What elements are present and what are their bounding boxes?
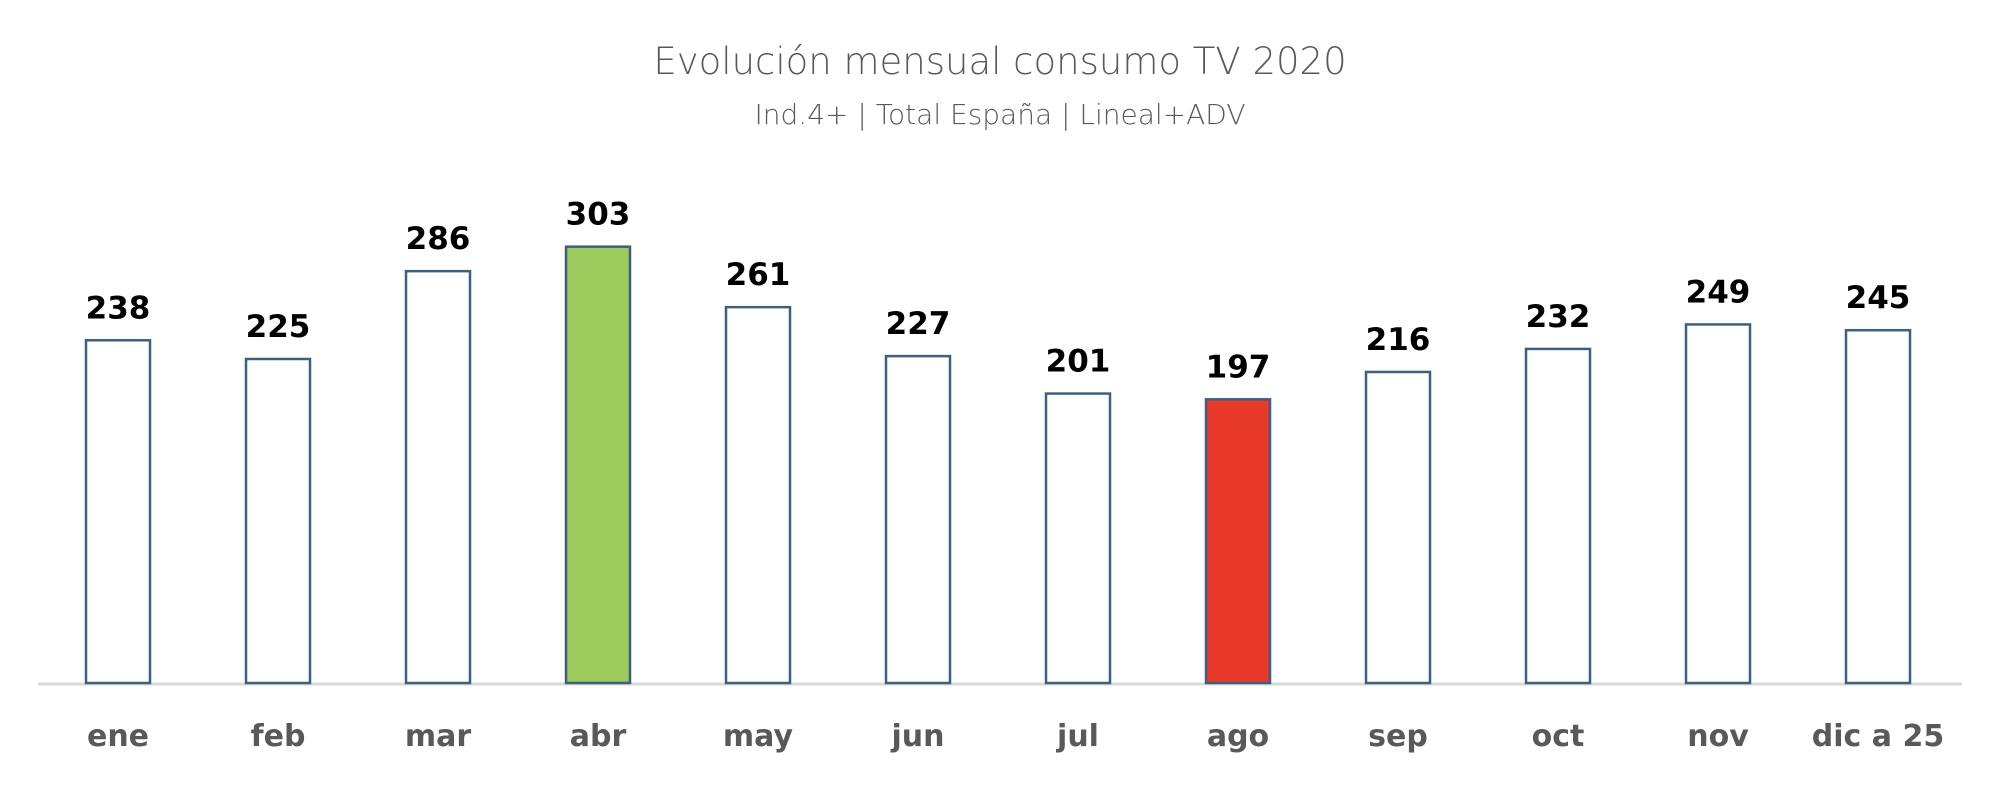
x-tick-label: feb [251,719,306,754]
chart-title: Evolución mensual consumo TV 2020 [653,40,1347,83]
bar-ene [84,339,152,685]
bar-dic-a-25 [1844,328,1912,685]
data-label: 238 [86,290,151,326]
x-tick-label: dic a 25 [1812,719,1944,754]
data-label: 216 [1366,322,1431,358]
bar-jul [1044,392,1112,685]
data-label: 201 [1046,344,1111,380]
bar-abr [564,245,632,685]
x-tick-label: mar [405,719,472,754]
x-tick-label: ago [1207,719,1269,754]
data-label: 245 [1846,280,1911,316]
chart-subtitle: Ind.4+ | Total España | Lineal+ADV [754,98,1246,131]
data-label: 227 [886,306,951,342]
bar-jun [884,354,952,685]
data-label: 286 [406,221,471,257]
x-tick-label: oct [1532,719,1585,754]
x-tick-label: jul [1056,719,1099,754]
bar-ago [1204,398,1272,685]
x-tick-label: ene [87,719,149,754]
bar-sep [1364,370,1432,685]
data-label: 249 [1686,274,1751,310]
data-label: 225 [246,309,311,345]
bar-may [724,305,792,685]
data-label: 303 [566,197,631,233]
data-label: 232 [1526,299,1591,335]
data-label: 197 [1206,349,1271,385]
bar-feb [244,357,312,685]
x-tick-label: sep [1368,719,1428,754]
bar-oct [1524,347,1592,685]
x-tick-label: nov [1687,719,1749,754]
x-tick-label: may [723,719,794,754]
data-label: 261 [726,257,791,293]
bar-mar [404,269,472,685]
bar-nov [1684,323,1752,685]
x-tick-label: abr [570,719,627,754]
x-tick-label: jun [891,719,945,754]
